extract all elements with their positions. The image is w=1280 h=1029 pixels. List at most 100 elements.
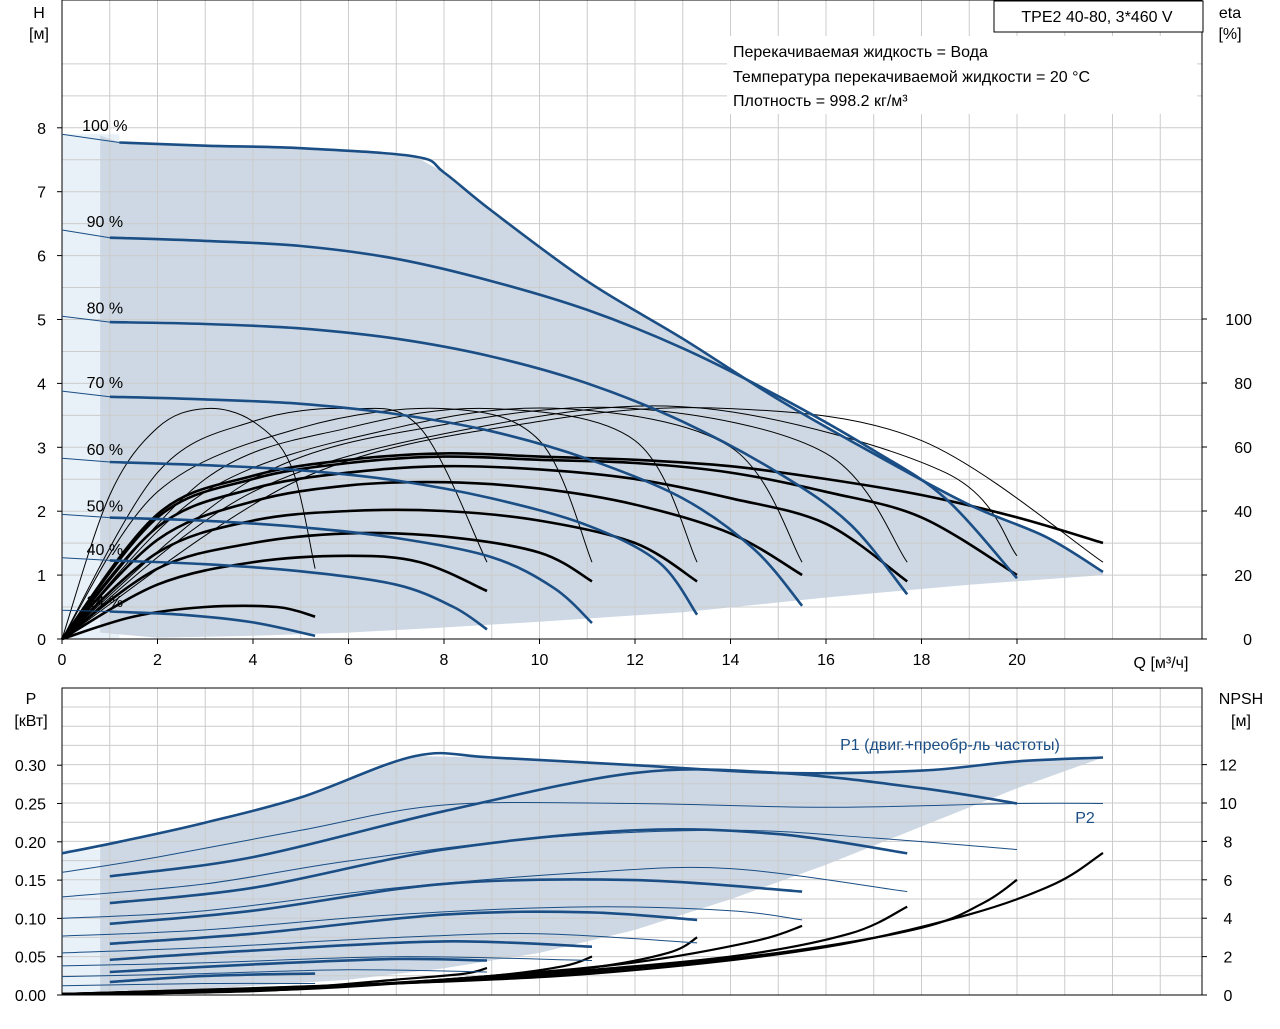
power-y-label-line2: [кВт] — [14, 713, 47, 730]
y-left-tick-label: 0 — [37, 632, 46, 649]
head-curve-4 — [109, 460, 699, 616]
head-curve-3 — [109, 395, 804, 607]
y-right-tick-label: 100 — [1225, 312, 1252, 329]
power-area-fill — [100, 756, 1103, 992]
eta-thin-curve-1 — [61, 407, 488, 640]
y-left-tick-label: 6 — [37, 249, 46, 266]
model-label-box — [993, 0, 1204, 33]
fluid-info-box: TPE2 40-80, 3*460 V Перекачиваемая жидко… — [727, 0, 1204, 114]
info-background — [727, 36, 1197, 114]
npsh-tick-label: 4 — [1224, 911, 1233, 928]
power-tick-label: 0.10 — [15, 911, 46, 928]
p1-curve-1 — [109, 768, 1018, 878]
npsh-tick-label: 2 — [1224, 950, 1233, 967]
x-tick-label: 8 — [440, 652, 449, 669]
y-right-tick-label: 20 — [1234, 568, 1252, 585]
power-area — [100, 756, 1103, 992]
head-curve-lead-6 — [61, 557, 110, 561]
x-tick-label: 18 — [913, 652, 931, 669]
head-curve-lead-1 — [61, 229, 110, 239]
x-tick-label: 6 — [344, 652, 353, 669]
p2-curve-0 — [61, 801, 1104, 873]
p1-curve-3 — [109, 878, 803, 926]
power-tick-label: 0.20 — [15, 835, 46, 852]
power-tick-label: 0.05 — [15, 950, 46, 967]
y-right-label-line2: [%] — [1218, 26, 1241, 43]
head-curve-1 — [109, 236, 1018, 580]
npsh-tick-label: 8 — [1224, 834, 1233, 851]
y-right-tick-label: 0 — [1243, 632, 1252, 649]
y-left-tick-label: 1 — [37, 568, 46, 585]
efficiency-curve-6 — [61, 554, 488, 641]
p1-curve-0 — [61, 751, 1104, 855]
npsh-tick-label: 10 — [1219, 796, 1237, 813]
head-flow-chart: 100 % 90 % 80 % 70 % 60 % 50 % 40 % 24 % 0 2 4 6 8 1… — [29, 0, 1252, 672]
y-right-tick-label: 60 — [1234, 440, 1252, 457]
head-curve-lead-5 — [61, 513, 110, 519]
speed-labels: 100 % 90 % 80 % 70 % 60 % 50 % 40 % 24 % — [82, 118, 127, 611]
y-left-label-line2: [м] — [29, 26, 49, 43]
x-tick-label: 12 — [626, 652, 644, 669]
p1-curve-7 — [109, 972, 316, 984]
p2-curve-2 — [61, 866, 908, 919]
p1-curve-4 — [109, 910, 698, 945]
speed-label-4: 60 % — [87, 442, 123, 459]
power-y-label-line1: P — [26, 691, 37, 708]
info-temperature: Температура перекачиваемой жидкости = 20… — [733, 69, 1090, 86]
efficiency-curve-7 — [61, 604, 316, 641]
speed-label-2: 80 % — [87, 300, 123, 317]
eta-thin-curve-7 — [61, 407, 1104, 640]
head-curve-lead-0 — [61, 133, 120, 143]
head-curve-6 — [109, 559, 488, 631]
speed-label-0: 100 % — [82, 118, 127, 135]
p1-curve-6 — [109, 957, 488, 974]
y-right-tick-label: 80 — [1234, 376, 1252, 393]
efficiency-curves — [60, 452, 1104, 641]
power-tick-label: 0.15 — [15, 873, 46, 890]
efficiency-curve-1 — [60, 455, 1018, 640]
p1-curve-2 — [109, 828, 908, 905]
power-tick-label: 0.25 — [15, 797, 46, 814]
x-tick-label: 2 — [153, 652, 162, 669]
p2-curve-4 — [61, 933, 698, 954]
p1-curve-5 — [109, 940, 593, 962]
eta-thin-curve-6 — [61, 405, 1018, 640]
p2-curve-7 — [61, 982, 316, 987]
x-axis-label: Q [м³/ч] — [1134, 655, 1189, 672]
y-left-tick-label: 2 — [37, 504, 46, 521]
p1-series-label: P1 (двиг.+преобр-ль частоты) — [840, 737, 1060, 754]
y-left-tick-label: 8 — [37, 121, 46, 138]
speed-label-7: 24 % — [87, 594, 123, 611]
y-left-tick-label: 3 — [37, 440, 46, 457]
head-curve-0 — [119, 141, 1104, 574]
head-curve-lead-4 — [61, 457, 110, 463]
info-density: Плотность = 998.2 кг/м³ — [733, 93, 908, 110]
power-tick-label: 0.00 — [15, 988, 46, 1005]
head-curve-lead-7 — [61, 609, 110, 612]
npsh-y-label-line1: NPSH — [1219, 691, 1263, 708]
y-right-tick-label: 40 — [1234, 504, 1252, 521]
head-curve-2 — [109, 320, 909, 596]
npsh-curve-3 — [61, 924, 803, 996]
eta-thin-curve-5 — [61, 406, 908, 640]
x-tick-label: 16 — [817, 652, 835, 669]
npsh-curves — [61, 851, 1104, 996]
y-left-label-line1: H — [33, 5, 45, 22]
speed-label-3: 70 % — [87, 375, 123, 392]
speed-label-6: 40 % — [87, 542, 123, 559]
y-left-tick-label: 5 — [37, 313, 46, 330]
efficiency-curve-5 — [61, 531, 593, 641]
p2-curves — [61, 801, 1104, 987]
efficiency-curve-2 — [61, 464, 908, 640]
x-tick-label: 20 — [1008, 652, 1026, 669]
efficiency-curve-3 — [61, 480, 803, 640]
head-curve-lead-2 — [61, 315, 110, 323]
model-label: TPE2 40-80, 3*460 V — [1021, 9, 1173, 26]
power-axis-ticks: 0.00 0.05 0.10 0.15 0.20 0.25 0.30 0 2 4 6 8 10 12 — [15, 758, 1237, 1005]
speed-label-5: 50 % — [87, 498, 123, 515]
y-left-tick-label: 4 — [37, 376, 46, 393]
